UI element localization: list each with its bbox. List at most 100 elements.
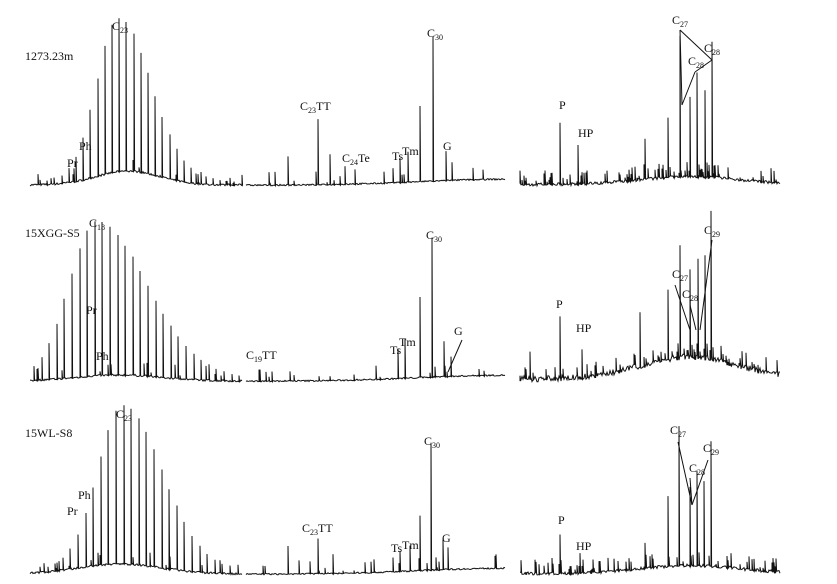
peak-label: HP (578, 126, 594, 140)
peak-label: C23 (116, 407, 132, 423)
peak-label-base: C (672, 13, 680, 27)
chromatogram (29, 221, 243, 383)
pointer-line (674, 284, 691, 331)
peak-label: C24Te (342, 151, 370, 167)
peak-label-base: C (704, 41, 712, 55)
peak-label-base: P (559, 98, 566, 112)
peak-label: C28 (688, 54, 704, 70)
peak-label: P (559, 98, 566, 112)
peak-label: C29 (703, 441, 719, 457)
sample-label: 15XGG-S5 (25, 226, 80, 240)
peak-label-base: C (670, 423, 678, 437)
peak-label: C29 (704, 223, 720, 239)
peak-label-base: Tm (399, 335, 416, 349)
peak-label-base: G (442, 531, 451, 545)
peak-label-sub: 29 (711, 448, 719, 457)
peak-label: Pr (67, 504, 78, 518)
peak-label-base: C (116, 407, 124, 421)
pointer-line (694, 59, 713, 73)
peak-label-tail: TT (262, 348, 277, 362)
chromatogram (519, 426, 781, 577)
peak-label-base: C (672, 267, 680, 281)
peak-label-base: C (427, 26, 435, 40)
peak-label-base: Pr (86, 303, 97, 317)
peak-label-sub: 28 (712, 48, 720, 57)
peak-label: C18 (89, 216, 105, 232)
peak-label-base: C (704, 223, 712, 237)
peak-label-sub: 23 (124, 414, 132, 423)
pointer-line (681, 71, 696, 106)
peak-label-sub: 28 (696, 61, 704, 70)
peak-label-sub: 24 (350, 158, 358, 167)
peak-label: C19TT (246, 348, 277, 364)
peak-label-sub: 27 (678, 430, 686, 439)
peak-label: C27 (670, 423, 686, 439)
peak-label-sub: 28 (697, 468, 705, 477)
peak-label: G (443, 139, 452, 153)
pointer-line (689, 304, 697, 331)
peak-label-sub: 23 (310, 528, 318, 537)
pointer-line (679, 29, 683, 106)
peak-label: C28 (689, 461, 705, 477)
peak-label: Ts (392, 149, 403, 163)
peak-label: Tm (402, 144, 419, 158)
peak-label: C28 (682, 287, 698, 303)
peak-label-base: P (556, 297, 563, 311)
peak-label-base: C (89, 216, 97, 230)
peak-label-base: C (424, 434, 432, 448)
peak-label-base: Tm (402, 144, 419, 158)
peak-label-sub: 27 (680, 274, 688, 283)
pointer-line (689, 477, 693, 506)
peak-label-sub: 23 (308, 106, 316, 115)
peak-label-base: C (688, 54, 696, 68)
peak-label-base: G (443, 139, 452, 153)
peak-label-tail: TT (316, 99, 331, 113)
peak-label-sub: 18 (97, 223, 105, 232)
peak-label-base: Ts (391, 541, 402, 555)
peak-label-base: HP (578, 126, 594, 140)
peak-label-sub: 23 (120, 26, 128, 35)
peak-label: G (442, 531, 451, 545)
peak-label-base: P (558, 513, 565, 527)
peak-label: Pr (86, 303, 97, 317)
peak-label: P (556, 297, 563, 311)
chromatogram (519, 210, 781, 384)
peak-label: C23TT (300, 99, 331, 115)
peak-label-base: Ts (392, 149, 403, 163)
peak-label-base: C (302, 521, 310, 535)
peak-label: Ph (78, 488, 91, 502)
peak-label-base: G (454, 324, 463, 338)
peak-label-tail: Te (358, 151, 370, 165)
peak-label-sub: 27 (680, 20, 688, 29)
peak-label: C23 (112, 19, 128, 35)
peak-label-base: HP (576, 321, 592, 335)
pointer-line (447, 339, 463, 373)
peak-label-sub: 30 (434, 235, 442, 244)
peak-label: Ts (390, 343, 401, 357)
peak-label-sub: 30 (435, 33, 443, 42)
peak-label-base: C (703, 441, 711, 455)
peak-label: Tm (402, 538, 419, 552)
peak-label: Ph (96, 349, 109, 363)
sample-label: 15WL-S8 (25, 426, 72, 440)
sample-label: 1273.23m (25, 49, 74, 63)
pointer-line (691, 459, 709, 506)
peak-label: G (454, 324, 463, 338)
peak-label: C30 (427, 26, 443, 42)
peak-label-base: Pr (67, 156, 78, 170)
pointer-line (699, 239, 713, 331)
chromatogram (29, 405, 243, 576)
peak-label: HP (576, 321, 592, 335)
peak-label: C30 (424, 434, 440, 450)
peak-label: Ts (391, 541, 402, 555)
peak-label-tail: TT (318, 521, 333, 535)
peak-label: Tm (399, 335, 416, 349)
peak-label-base: HP (576, 539, 592, 553)
peak-label: P (558, 513, 565, 527)
chromatogram (519, 35, 781, 188)
chromatogram (245, 237, 506, 384)
peak-label-base: C (682, 287, 690, 301)
peak-label-base: C (426, 228, 434, 242)
peak-label-base: C (689, 461, 697, 475)
peak-label: C30 (426, 228, 442, 244)
